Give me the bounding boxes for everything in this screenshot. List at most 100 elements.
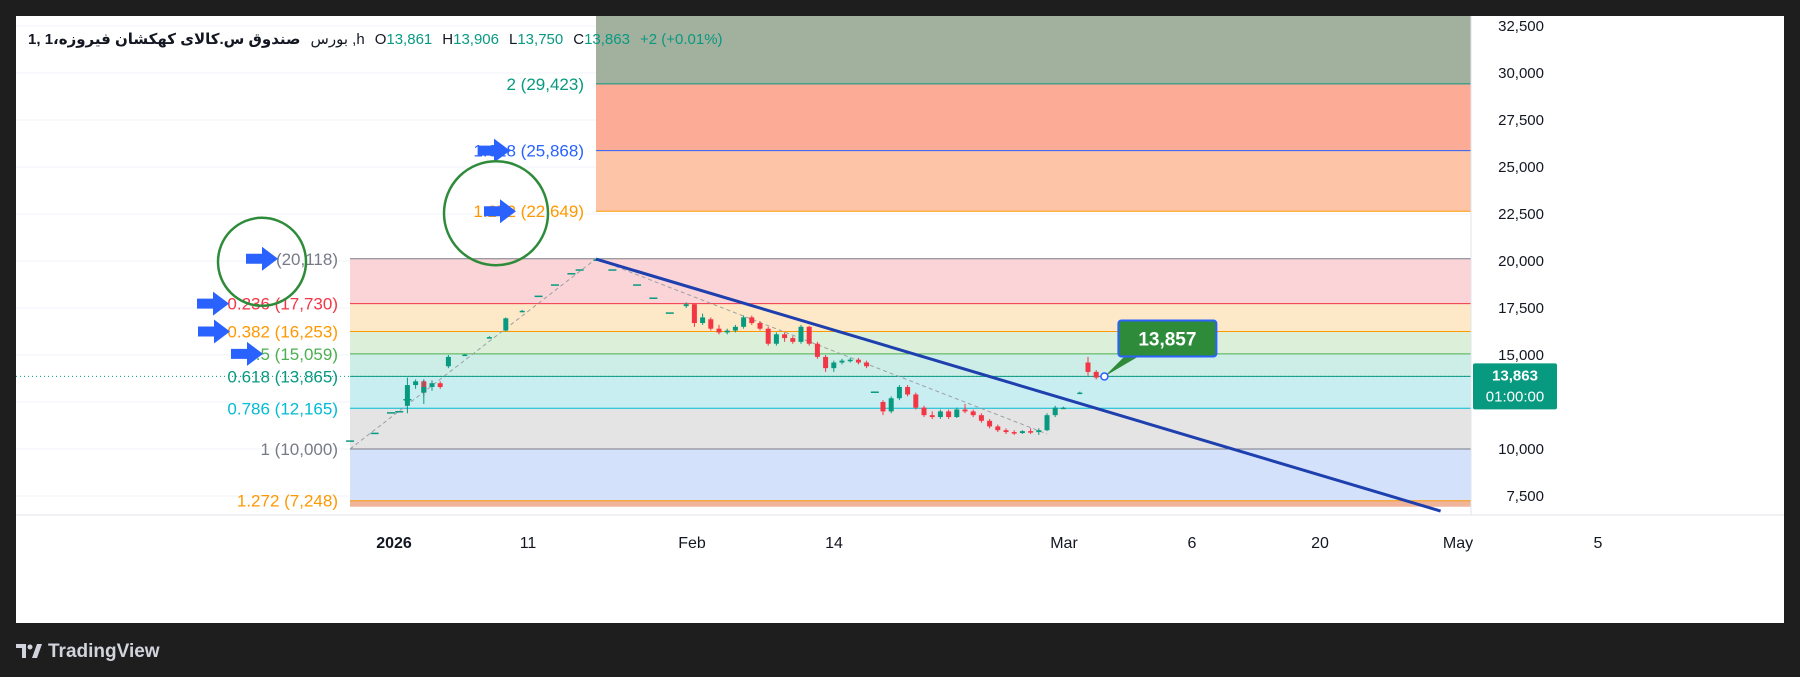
fib-ext-label-2: 2 (29,423) [507,75,585,94]
candle-body [1019,431,1025,434]
time-tick-label: 14 [825,535,843,552]
time-tick-label: 20 [1311,535,1329,552]
arrow-1618 [478,138,510,163]
fib-ext-zone-1272 [596,150,1471,212]
candle-body [806,326,812,344]
fib-label-0.618: 0.618 (13,865) [227,367,338,386]
candle-body [741,317,747,327]
candle-body [798,326,804,342]
fib-label-0: 0 (20,118) [262,250,338,269]
price-tick-label: 22,500 [1498,206,1544,223]
candle-body [921,407,927,416]
time-axis[interactable] [16,515,1784,623]
price-callout-anchor[interactable] [1100,372,1109,381]
current-price-badge[interactable] [1473,363,1557,410]
candle-body [757,323,763,329]
candle-body [1003,430,1009,433]
candle-body [765,328,771,344]
time-tick-label: 2026 [376,535,412,552]
candle-body [1052,407,1058,416]
time-tick-label: Feb [678,535,706,552]
fib-label-0.786: 0.786 (12,165) [227,399,338,418]
fib-ext-diagonal [595,258,1048,435]
candle-body [839,360,845,363]
candle-body [814,343,820,357]
candle-body [937,411,943,418]
fib-zone-1 [350,449,1471,501]
candle-body [913,394,919,408]
tradingview-logo-text: TradingView [48,641,160,662]
legend-o-value: 13,861 [386,30,433,48]
candle-body [1085,362,1091,372]
time-tick-label: 5 [1594,535,1603,552]
candle-body [503,318,509,331]
candle-body [700,317,706,324]
fib-label-0.236: 0.236 (17,730) [227,295,338,314]
candle-body [970,411,976,416]
legend-c-value: 13,863 [584,30,630,48]
legend-ohlc: O13,861 H13,906 L13,750 C13,863 +2 (+0.0… [375,31,723,48]
chart-plot-area[interactable]: 1.272 (22,649) 1.618 (25,868) 2 (29,423) 0 … [16,16,1784,623]
fib-zone-tail [350,500,1471,507]
tradingview-logo[interactable]: TradingView [16,638,160,666]
price-callout-pointer [1104,356,1139,377]
candle-body [773,334,779,344]
price-tick-label: 27,500 [1498,112,1544,129]
time-tick-label: 11 [520,535,537,552]
candle-body [1011,432,1017,434]
current-price-label: 13,863 [1492,367,1538,384]
fib-zone-0.236 [350,303,1471,332]
candle-body [1028,431,1034,433]
candle-body [519,310,525,313]
price-callout-label: 13,857 [1138,329,1196,350]
fib-zone-0.786 [350,408,1471,449]
price-callout-box[interactable] [1117,319,1218,358]
time-tick-label: May [1443,535,1473,552]
candle-body [1036,430,1042,433]
price-axis[interactable] [1471,16,1784,515]
candle-body [708,319,714,329]
candle-body [691,304,697,324]
candle-body [1093,371,1099,378]
legend-h-value: 13,906 [453,30,499,48]
legend-c-label: C [573,30,585,48]
fib-label-1: 1 (10,000) [261,440,339,459]
arrow-05 [231,341,263,366]
candle-body [954,409,960,418]
candle-body [790,338,796,342]
circle-0 [216,216,308,308]
candle-body [929,415,935,418]
price-tick-label: 7,500 [1506,488,1544,505]
fib-ext-zone-2 [596,16,1471,84]
price-tick-label: 17,500 [1498,300,1544,317]
candle-body [896,386,902,399]
price-tick-label: 30,000 [1498,65,1544,82]
candle-body [429,383,435,387]
legend-l-label: L [509,30,518,48]
candle-body [445,356,451,367]
candle-body [437,383,443,387]
time-tick-label: Mar [1050,535,1078,552]
trendline[interactable] [595,257,1442,513]
current-price-countdown: 01:00:00 [1486,388,1544,405]
candle-body [880,402,886,412]
fib-label-0.382: 0.382 (16,253) [227,322,338,341]
legend-symbol[interactable]: صندوق س.کالای کهکشان فیروزه،1 ,1 [28,31,301,48]
legend-exchange: بورس ,h [310,31,365,48]
legend-h-label: H [442,30,454,48]
chart-svg[interactable]: 1.272 (22,649)1.618 (25,868)2 (29,423)0 … [16,16,1784,623]
candle-body [978,415,984,421]
fib-diagonal [349,258,597,450]
price-tick-label: 25,000 [1498,159,1544,176]
circle-1272ext [442,159,550,267]
candle-body [1060,407,1066,410]
fib-zone-0.5 [350,353,1471,377]
candle-body [823,356,829,369]
candle-body [864,362,870,367]
arrow-0 [246,246,278,271]
arrow-0236 [197,291,229,316]
time-tick-label: 6 [1188,535,1197,552]
fib-label-1.272: 1.272 (7,248) [237,492,338,511]
candle-body [1077,392,1083,395]
